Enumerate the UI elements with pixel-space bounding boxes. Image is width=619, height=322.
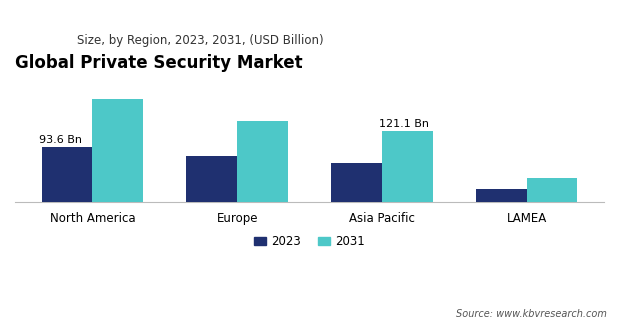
Text: Size, by Region, 2023, 2031, (USD Billion): Size, by Region, 2023, 2031, (USD Billio… (77, 34, 324, 47)
Bar (186, 156, 237, 202)
Bar (476, 189, 527, 202)
Bar (382, 131, 433, 202)
Text: 93.6 Bn: 93.6 Bn (39, 135, 82, 145)
Bar (237, 121, 288, 202)
Text: Source: www.kbvresearch.com: Source: www.kbvresearch.com (456, 309, 607, 319)
Legend: 2023, 2031: 2023, 2031 (249, 230, 370, 253)
Bar (527, 178, 578, 202)
Bar (92, 99, 143, 202)
Bar (331, 163, 382, 202)
Text: Global Private Security Market: Global Private Security Market (15, 54, 303, 71)
Text: 121.1 Bn: 121.1 Bn (379, 119, 429, 129)
Bar (41, 147, 92, 202)
